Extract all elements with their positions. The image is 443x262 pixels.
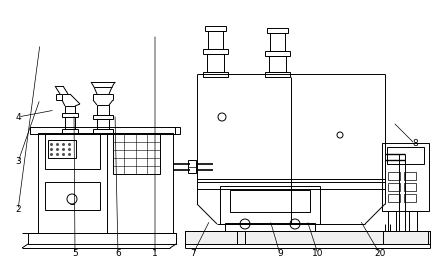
Text: 8: 8 <box>412 139 418 149</box>
Bar <box>185 231 430 244</box>
Bar <box>208 31 223 49</box>
Text: 2: 2 <box>15 205 21 215</box>
Bar <box>185 231 430 244</box>
Bar <box>404 183 416 191</box>
Bar <box>205 26 226 31</box>
Bar <box>382 143 429 211</box>
Text: 6: 6 <box>115 249 121 259</box>
Text: 9: 9 <box>277 249 283 259</box>
Bar <box>28 233 176 244</box>
Bar <box>220 186 320 224</box>
Bar <box>237 231 245 244</box>
Bar <box>30 127 180 134</box>
Bar <box>97 105 109 115</box>
Text: 10: 10 <box>312 249 324 259</box>
Text: 7: 7 <box>190 249 196 259</box>
Bar <box>267 28 288 33</box>
Bar <box>48 140 76 158</box>
Text: 1: 1 <box>152 249 158 259</box>
Text: 20: 20 <box>374 249 386 259</box>
Bar <box>388 183 400 191</box>
Bar <box>188 160 196 173</box>
Bar <box>265 51 290 56</box>
Bar <box>62 113 78 117</box>
Bar <box>388 194 400 202</box>
Text: 5: 5 <box>72 249 78 259</box>
Bar <box>388 172 400 180</box>
Bar <box>387 147 424 164</box>
Bar <box>383 231 428 244</box>
Bar <box>203 49 228 54</box>
Bar <box>388 211 396 231</box>
Text: 4: 4 <box>15 112 21 122</box>
Bar <box>225 223 315 231</box>
Bar <box>45 134 100 169</box>
Bar <box>230 190 310 212</box>
Bar <box>93 129 113 134</box>
Bar <box>265 72 290 77</box>
Bar <box>207 54 224 72</box>
Bar <box>409 211 417 231</box>
Bar <box>269 56 286 72</box>
Bar <box>65 106 75 113</box>
Text: 3: 3 <box>15 157 21 166</box>
Bar <box>93 115 113 119</box>
Bar <box>65 117 75 129</box>
Bar <box>38 133 173 233</box>
Bar <box>404 172 416 180</box>
Bar <box>62 129 78 134</box>
Bar <box>270 33 285 51</box>
Bar <box>97 119 109 129</box>
Bar <box>404 194 416 202</box>
Bar <box>45 182 100 210</box>
Bar <box>203 72 228 77</box>
Bar <box>113 133 160 174</box>
